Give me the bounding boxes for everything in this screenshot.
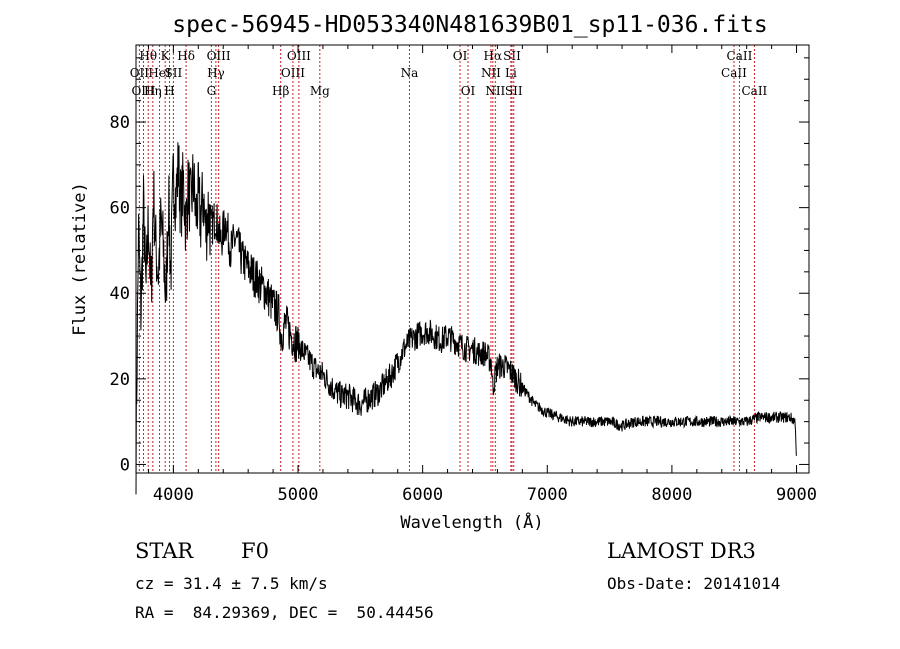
observation-date: Obs-Date: 20141014 [607,574,781,593]
line-marker-label: NII [481,66,501,80]
y-tick-label: 40 [110,284,130,304]
x-axis: 4000 5000 6000 7000 8000 9000 [147,45,817,505]
line-marker-label: OIII [131,84,155,98]
line-marker-label: Hα [484,49,503,63]
line-marker-label: OI [461,84,476,98]
line-marker-label: CaII [727,49,753,63]
line-marker-label: CaII [721,66,747,80]
y-tick-label: 0 [120,455,130,475]
sky-coordinates: RA = 84.29369, DEC = 50.44456 [135,603,434,622]
x-tick-label: 8000 [651,485,692,505]
line-marker-label: Na [401,66,419,80]
plot-frame [135,44,810,474]
line-marker-label: Mg [310,84,330,98]
line-marker-label: Hγ [207,66,225,80]
line-marker-label: CaII [741,84,767,98]
y-axis-label: Flux (relative) [70,182,90,336]
line-marker-label: OIII [287,49,311,63]
x-tick-label: 6000 [402,485,443,505]
line-marker-label: Hδ [177,49,195,63]
line-marker-label: SII [505,84,523,98]
y-tick-label: 60 [110,199,130,219]
line-marker-label: Li [505,66,517,80]
x-tick-label: 7000 [527,485,568,505]
line-marker-label: SII [503,49,521,63]
x-tick-label: 9000 [776,485,817,505]
y-tick-label: 20 [110,370,130,390]
line-marker-label: H [164,84,174,98]
x-tick-label: 4000 [153,485,194,505]
x-tick-label: 5000 [278,485,319,505]
x-axis-label: Wavelength (Å) [400,511,543,533]
y-axis: 0 20 40 60 80 [110,57,809,475]
chart-title: spec-56945-HD053340N481639B01_sp11-036.f… [172,12,767,38]
line-marker-label: Hβ [272,84,289,98]
line-marker-label: Hη [144,84,162,98]
object-subclass: F0 [241,539,269,563]
y-tick-label: 80 [110,113,130,133]
spectrum-series-line [135,142,797,495]
line-marker-label: OIII [207,49,231,63]
line-marker-label: K [161,49,171,63]
line-marker-label: G [207,84,217,98]
emission-line-markers: OIIOIIIHθHηHeIKSIIHHδGHγOIIIHβOIIIOIIIMg… [130,45,768,473]
line-marker-label: Hθ [139,49,157,63]
line-marker-label: NII [485,84,505,98]
line-marker-label: OII [130,66,150,80]
line-marker-label: SII [165,66,183,80]
survey-label: LAMOST DR3 [607,539,756,563]
redshift-velocity: cz = 31.4 ± 7.5 km/s [135,574,328,593]
line-marker-label: OI [453,49,468,63]
object-class: STAR [135,539,194,563]
line-marker-label: OIII [281,66,305,80]
